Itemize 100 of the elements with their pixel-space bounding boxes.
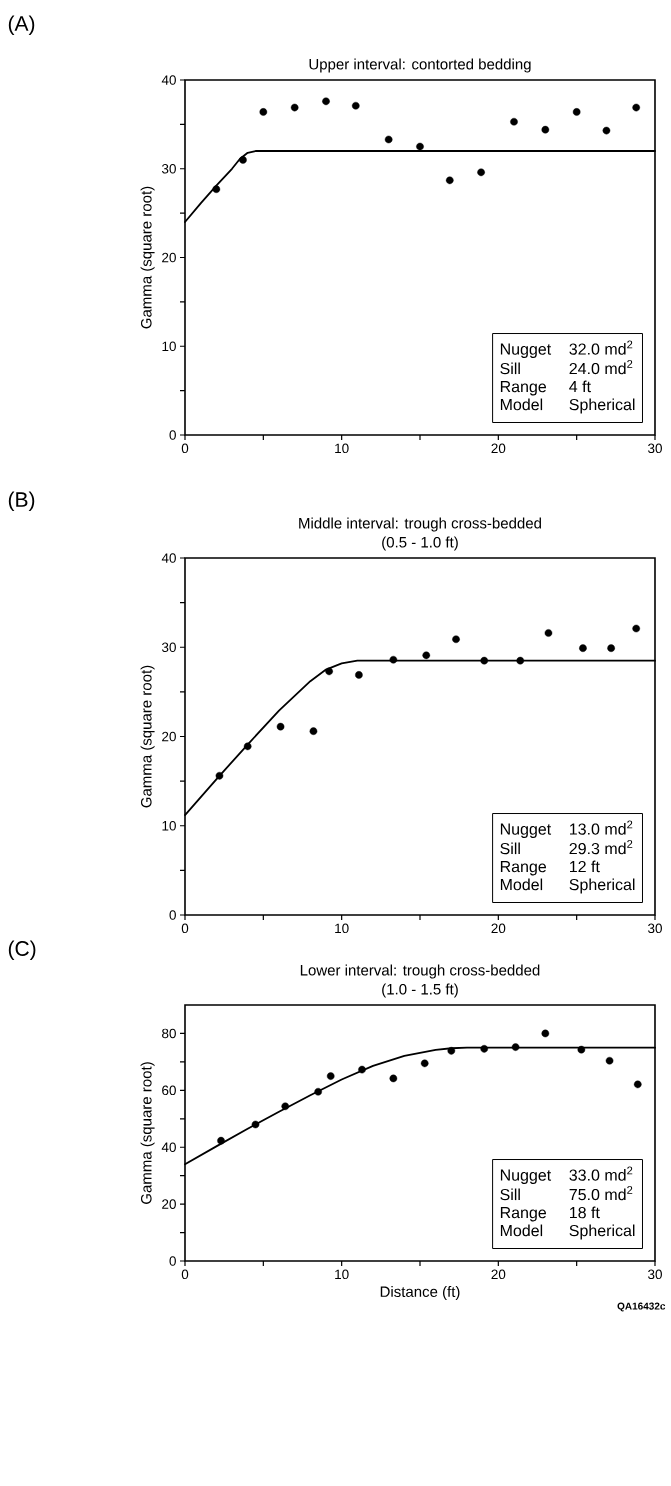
annotation: Model xyxy=(500,1224,543,1237)
y-tick-label: 20 xyxy=(162,252,176,263)
point xyxy=(389,1074,398,1083)
y-tick-label: 0 xyxy=(169,430,176,440)
x-tick-label: 10 xyxy=(335,923,349,934)
y-tick-label: 0 xyxy=(169,1256,176,1266)
text: QA16432c xyxy=(617,1302,666,1312)
point xyxy=(281,1102,290,1111)
annotation: 4 ft xyxy=(569,380,591,393)
point xyxy=(605,1056,614,1065)
point xyxy=(416,142,424,151)
point xyxy=(477,168,485,177)
point xyxy=(602,126,611,135)
text: (C) xyxy=(8,940,36,961)
chart-title: Middle interval: trough cross-bedded xyxy=(299,517,541,532)
annotation: Range xyxy=(500,381,547,396)
text: (A) xyxy=(8,15,35,36)
y-tick-label: 40 xyxy=(161,1142,176,1153)
annotation: Spherical xyxy=(569,398,635,414)
x-tick-label: 20 xyxy=(491,443,506,454)
chart-title: Lower interval: trough cross-bedded xyxy=(300,964,540,979)
point xyxy=(215,771,224,780)
point xyxy=(326,1072,335,1080)
point xyxy=(420,1059,429,1068)
x-tick-label: 20 xyxy=(491,1269,506,1280)
y-axis-title: Gamma (square root) xyxy=(140,665,155,808)
point xyxy=(572,108,581,116)
y-tick-label: 10 xyxy=(162,820,176,831)
point xyxy=(510,117,518,126)
annotation: Range xyxy=(500,1207,547,1222)
annotation: Sill xyxy=(500,1188,520,1201)
annotation: 33.0 md$^{2}$ xyxy=(569,1166,633,1181)
annotation: Nugget xyxy=(500,823,552,838)
point xyxy=(447,1047,456,1055)
point xyxy=(480,1045,489,1053)
chart-title: Upper interval: contorted bedding xyxy=(309,58,531,73)
annotation: 13.0 md$^{2}$ xyxy=(570,820,633,835)
y-tick-label: 40 xyxy=(161,75,176,85)
point xyxy=(480,656,489,665)
annotation: 29.3 md$^{2}$ xyxy=(569,840,633,855)
point xyxy=(276,722,285,731)
annotation: Spherical xyxy=(569,878,635,894)
point xyxy=(541,1029,550,1038)
point xyxy=(243,742,252,751)
point xyxy=(633,1080,642,1089)
point xyxy=(322,97,330,106)
point xyxy=(544,629,553,637)
annotation: 18 ft xyxy=(570,1206,600,1219)
y-tick-label: 80 xyxy=(162,1028,176,1039)
x-tick-label: 30 xyxy=(648,1269,662,1280)
chart-subtitle: (0.5 - 1.0 ft) xyxy=(382,536,458,551)
point xyxy=(579,644,587,652)
point xyxy=(355,671,363,679)
point xyxy=(632,624,640,633)
x-tick-label: 0 xyxy=(181,443,189,454)
y-axis-title: Gamma (square root) xyxy=(140,186,155,329)
x-tick-label: 30 xyxy=(648,923,662,934)
y-tick-label: 30 xyxy=(161,642,176,653)
y-tick-label: 60 xyxy=(162,1085,176,1096)
annotation: Spherical xyxy=(569,1224,635,1240)
annotation: Model xyxy=(500,878,543,891)
point xyxy=(212,185,221,193)
point xyxy=(358,1065,366,1074)
y-tick-label: 10 xyxy=(162,341,176,352)
point xyxy=(217,1136,225,1145)
x-tick-label: 10 xyxy=(335,443,349,454)
point xyxy=(351,101,360,110)
y-tick-label: 30 xyxy=(161,163,176,174)
point xyxy=(389,655,398,664)
point xyxy=(577,1045,586,1054)
x-tick-label: 20 xyxy=(491,923,506,934)
annotation: 32.0 md$^{2}$ xyxy=(569,340,633,355)
text: (B) xyxy=(8,491,35,512)
y-tick-label: 0 xyxy=(169,910,176,920)
annotation: Nugget xyxy=(500,343,552,358)
annotation: Model xyxy=(500,398,543,411)
point xyxy=(325,667,333,676)
point xyxy=(511,1043,520,1051)
point xyxy=(384,135,393,144)
annotation: 24.0 md$^{2}$ xyxy=(569,360,633,375)
point xyxy=(290,103,299,112)
chart-subtitle: (1.0 - 1.5 ft) xyxy=(382,983,458,998)
x-axis-title: Distance (ft) xyxy=(380,1285,460,1300)
point xyxy=(516,656,525,665)
point xyxy=(541,125,550,134)
x-tick-label: 0 xyxy=(181,1269,189,1280)
annotation: Range xyxy=(500,861,547,876)
y-tick-label: 20 xyxy=(162,731,176,742)
point xyxy=(259,108,268,116)
point xyxy=(452,635,460,644)
y-tick-label: 40 xyxy=(161,553,176,563)
annotation: Nugget xyxy=(500,1169,552,1184)
point xyxy=(251,1120,260,1129)
annotation: 12 ft xyxy=(570,860,600,873)
x-tick-label: 0 xyxy=(181,923,189,934)
point xyxy=(445,176,454,185)
annotation: 75.0 md$^{2}$ xyxy=(569,1186,633,1201)
annotation: Sill xyxy=(500,362,520,375)
point xyxy=(422,651,431,660)
point xyxy=(632,103,640,112)
